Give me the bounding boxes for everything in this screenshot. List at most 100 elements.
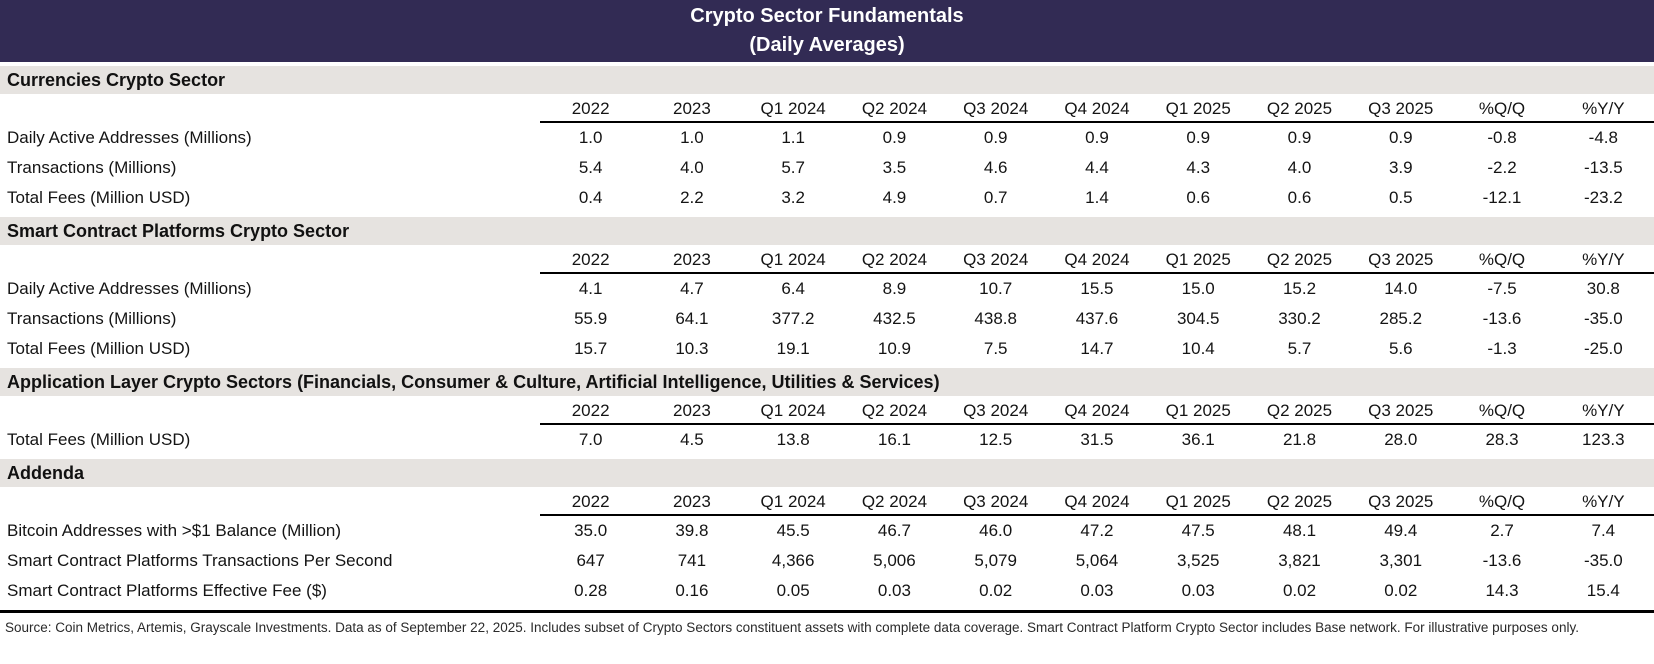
- source-note: Source: Coin Metrics, Artemis, Grayscale…: [5, 620, 1579, 635]
- section: Currencies Crypto Sector 2022 2023 Q1 2024 Q…: [0, 66, 1654, 213]
- cell-value: 4.7: [680, 279, 704, 298]
- cell-value: 0.03: [1181, 581, 1215, 600]
- cell-value: 3.5: [882, 158, 907, 177]
- column-header: 2023: [641, 487, 743, 516]
- cell-value: 0.9: [1186, 128, 1211, 147]
- table-row: Bitcoin Addresses with >$1 Balance (Mill…: [0, 515, 1654, 546]
- cell-value: 8.9: [882, 279, 907, 298]
- section-heading: Application Layer Crypto Sectors (Financ…: [0, 368, 1654, 396]
- cell-value: 10.7: [979, 279, 1013, 298]
- cell-value: 10.3: [675, 339, 709, 358]
- cell-value: 48.1: [1282, 521, 1317, 540]
- row-label: Bitcoin Addresses with >$1 Balance (Mill…: [7, 520, 342, 540]
- row-label: Total Fees (Million USD): [7, 339, 191, 358]
- cell-value: 45.5: [776, 521, 810, 540]
- cell-value: 438.8: [974, 309, 1017, 328]
- cell-value: 28.0: [1384, 430, 1418, 449]
- column-header: Q1 2024: [742, 396, 844, 425]
- column-header: 2022: [540, 94, 642, 123]
- cell-value: 741: [677, 551, 707, 570]
- column-header: Q1 2024: [742, 94, 844, 123]
- cell-value: 15.4: [1586, 581, 1620, 600]
- cell-value: -7.5: [1487, 279, 1517, 298]
- header-spacer-cell: [0, 487, 540, 515]
- table-body: Currencies Crypto Sector 2022 2023 Q1 2024 Q…: [0, 66, 1654, 606]
- table-row: Smart Contract Platforms Effective Fee (…: [0, 576, 1654, 606]
- cell-value: 0.05: [776, 581, 810, 600]
- row-label: Transactions (Millions): [7, 158, 177, 177]
- cell-value: 377.2: [771, 309, 815, 328]
- column-header: %Q/Q: [1451, 245, 1553, 274]
- section-table: 2022 2023 Q1 2024 Q2 2024 Q3 2024 Q4 2024 Q1 2…: [0, 245, 1654, 364]
- column-header: %Y/Y: [1552, 94, 1654, 123]
- cell-value: 15.0: [1181, 279, 1215, 298]
- cell-value: 330.2: [1278, 309, 1321, 328]
- table-row: Total Fees (Million USD) 7.0 4.5 13.8 16.1 12…: [0, 424, 1654, 455]
- column-header: Q2 2024: [843, 487, 946, 516]
- table-row: Transactions (Millions) 55.9 64.1 377.2 432.…: [0, 304, 1654, 334]
- column-header: Q3 2024: [945, 94, 1047, 123]
- cell-value: 35.0: [574, 521, 608, 540]
- column-header: 2022: [540, 245, 642, 274]
- column-header: %Y/Y: [1552, 245, 1654, 274]
- cell-value: -35.0: [1583, 309, 1623, 328]
- column-header: %Q/Q: [1451, 396, 1553, 425]
- cell-value: 49.4: [1384, 521, 1418, 540]
- cell-value: 14.7: [1080, 339, 1114, 358]
- column-header: Q2 2024: [843, 94, 946, 123]
- column-header: 2023: [641, 396, 743, 425]
- section: Addenda 2022 2023 Q1 2024 Q2 2024 Q3 2024 Q4 2…: [0, 459, 1654, 606]
- cell-value: 0.6: [1186, 188, 1211, 207]
- cell-value: 46.0: [979, 521, 1013, 540]
- column-header: Q2 2024: [843, 245, 946, 274]
- column-header: Q1 2025: [1147, 94, 1249, 123]
- cell-value: 12.5: [979, 430, 1013, 449]
- cell-value: 4.4: [1085, 158, 1109, 177]
- column-header: 2023: [641, 245, 743, 274]
- cell-value: 1.4: [1085, 188, 1109, 207]
- column-header: Q2 2025: [1248, 245, 1351, 274]
- cell-value: 13.8: [776, 430, 810, 449]
- header-spacer-cell: [0, 396, 540, 424]
- column-header: Q2 2025: [1248, 487, 1351, 516]
- cell-value: 4.3: [1186, 158, 1211, 177]
- cell-value: 0.6: [1287, 188, 1312, 207]
- column-header: Q3 2025: [1350, 245, 1452, 274]
- table-title: Crypto Sector Fundamentals (Daily Averag…: [0, 0, 1654, 62]
- cell-value: 7.5: [983, 339, 1008, 358]
- cell-value: 0.02: [1282, 581, 1317, 600]
- cell-value: 1.1: [781, 128, 805, 147]
- cell-value: -13.5: [1583, 158, 1623, 177]
- cell-value: 0.4: [578, 188, 603, 207]
- cell-value: 285.2: [1379, 309, 1423, 328]
- section-heading: Smart Contract Platforms Crypto Sector: [0, 217, 1654, 245]
- column-header: Q3 2025: [1350, 94, 1452, 123]
- row-label: Smart Contract Platforms Effective Fee (…: [7, 581, 327, 600]
- cell-value: 15.2: [1282, 279, 1317, 298]
- cell-value: 3,301: [1379, 551, 1423, 570]
- row-label: Daily Active Addresses (Millions): [7, 127, 252, 147]
- section-table: 2022 2023 Q1 2024 Q2 2024 Q3 2024 Q4 2024 Q1 2…: [0, 396, 1654, 455]
- column-header: Q1 2025: [1147, 245, 1249, 274]
- cell-value: 4.0: [680, 158, 704, 177]
- column-header: Q3 2024: [945, 396, 1047, 425]
- section: Smart Contract Platforms Crypto Sector 20…: [0, 217, 1654, 364]
- cell-value: 15.7: [574, 339, 608, 358]
- column-header: %Q/Q: [1451, 94, 1553, 123]
- cell-value: 55.9: [574, 309, 608, 328]
- cell-value: 1.0: [578, 128, 603, 147]
- cell-value: -13.6: [1482, 309, 1522, 328]
- cell-value: 5.7: [781, 158, 805, 177]
- table-row: Total Fees (Million USD) 15.7 10.3 19.1 10.9…: [0, 334, 1654, 364]
- table-title-line2: (Daily Averages): [749, 34, 905, 56]
- cell-value: 4.9: [882, 188, 907, 207]
- cell-value: 5.4: [578, 158, 603, 177]
- section: Application Layer Crypto Sectors (Financ…: [0, 368, 1654, 455]
- cell-value: -0.8: [1487, 128, 1517, 147]
- cell-value: 0.03: [877, 581, 911, 600]
- cell-value: 437.6: [1075, 309, 1119, 328]
- cell-value: 5,064: [1075, 551, 1119, 570]
- cell-value: 5,006: [873, 551, 916, 570]
- cell-value: 16.1: [877, 430, 911, 449]
- section-table: 2022 2023 Q1 2024 Q2 2024 Q3 2024 Q4 2024 Q1 2…: [0, 487, 1654, 606]
